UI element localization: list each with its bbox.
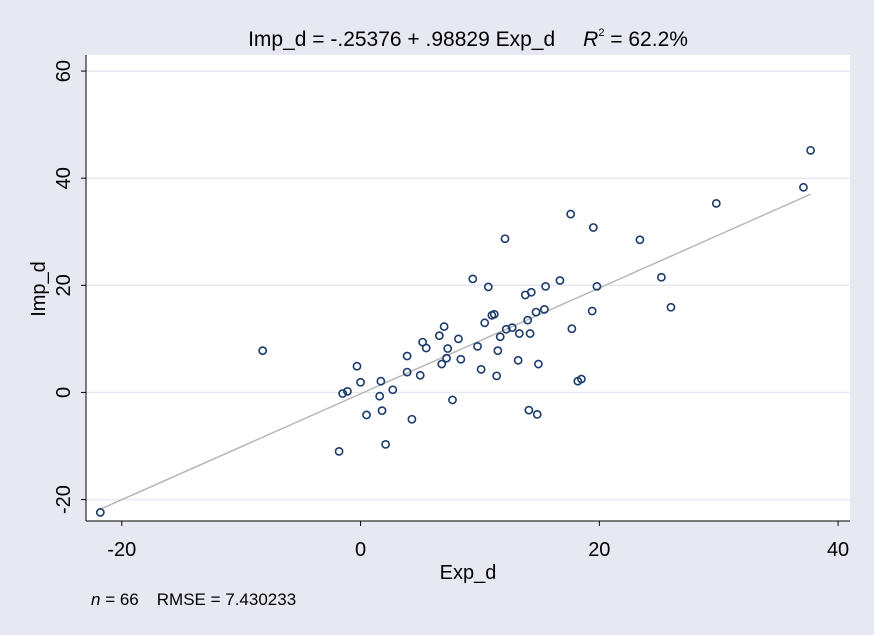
x-axis-ticks: -20 0 20 40: [107, 521, 849, 561]
data-point: [388, 385, 398, 395]
data-point: [421, 343, 431, 353]
data-point: [666, 302, 676, 312]
y-tick-label: 40: [53, 167, 75, 189]
chart-title: Imp_d = -.25376 + .98829 Exp_d R2 = 62.2%: [248, 27, 688, 51]
data-point: [375, 391, 385, 401]
data-point: [362, 410, 371, 420]
footer-n-label: n: [91, 590, 100, 609]
data-point: [407, 414, 417, 424]
data-point: [442, 353, 451, 363]
data-point: [439, 322, 449, 331]
data-point: [473, 341, 482, 351]
data-point: [635, 235, 645, 245]
data-point: [480, 318, 490, 328]
footer-stats: n = 66 RMSE = 7.430233: [91, 590, 296, 609]
data-point: [531, 307, 541, 317]
data-point: [343, 386, 352, 396]
y-tick-label: -20: [53, 485, 75, 514]
data-point: [500, 234, 510, 244]
footer-rmse: RMSE = 7.430233: [157, 590, 296, 609]
data-point: [656, 272, 666, 282]
data-point: [483, 282, 493, 292]
data-point: [258, 346, 268, 356]
data-point: [555, 276, 565, 285]
data-point: [806, 145, 816, 155]
data-point: [495, 332, 505, 342]
x-tick-label: 20: [588, 539, 610, 561]
data-point: [381, 440, 391, 449]
x-tick-label: 40: [827, 539, 849, 561]
data-point: [376, 376, 386, 386]
data-point: [577, 374, 586, 384]
data-point: [492, 371, 502, 381]
y-axis-label: Imp_d: [28, 261, 50, 317]
data-point: [513, 355, 523, 365]
x-tick-label: 0: [355, 539, 366, 561]
data-point: [454, 334, 463, 344]
data-point: [526, 287, 536, 297]
regression-fit-line: [100, 193, 811, 510]
data-point: [567, 324, 577, 334]
data-point: [334, 446, 344, 456]
data-point: [532, 410, 542, 419]
title-equation: Imp_d = -.25376 + .98829 Exp_d: [248, 28, 555, 51]
data-point: [541, 281, 550, 291]
data-point: [524, 405, 534, 415]
title-r2-symbol: R: [583, 28, 598, 51]
data-point: [799, 182, 808, 192]
x-tick-label: -20: [107, 539, 136, 561]
plot-area: [86, 55, 850, 521]
data-point: [534, 359, 543, 369]
data-point: [434, 331, 444, 341]
data-point: [587, 306, 597, 316]
data-point: [501, 324, 511, 334]
data-points: [95, 145, 816, 517]
data-point: [711, 198, 721, 208]
data-point: [592, 281, 602, 291]
data-point: [402, 351, 412, 361]
data-point: [95, 508, 105, 517]
grid-lines: [86, 70, 850, 501]
data-point: [377, 406, 387, 416]
data-point: [437, 359, 447, 369]
data-point: [456, 354, 466, 364]
data-point: [443, 344, 453, 353]
data-point: [493, 346, 503, 356]
data-point: [476, 365, 486, 374]
data-point: [352, 361, 362, 371]
data-point: [566, 209, 576, 219]
title-r2-exponent: 2: [598, 27, 604, 39]
data-point: [514, 329, 524, 338]
data-point: [356, 377, 365, 387]
y-tick-label: 20: [53, 274, 75, 296]
data-point: [525, 329, 535, 338]
y-tick-label: 0: [53, 387, 75, 398]
y-tick-label: 60: [53, 60, 75, 82]
data-point: [540, 305, 549, 314]
data-point: [468, 274, 478, 284]
x-axis-label: Exp_d: [440, 562, 497, 584]
y-axis-ticks: -20 0 20 40 60: [53, 60, 86, 514]
title-r2-value: = 62.2%: [604, 28, 687, 51]
data-point: [507, 323, 517, 333]
footer-n-value: = 66: [100, 590, 138, 609]
data-point: [338, 389, 348, 398]
data-point: [523, 315, 533, 325]
data-point: [448, 395, 457, 405]
data-point: [402, 367, 412, 377]
data-point: [489, 309, 499, 319]
data-point: [588, 223, 598, 232]
data-point: [415, 370, 425, 380]
